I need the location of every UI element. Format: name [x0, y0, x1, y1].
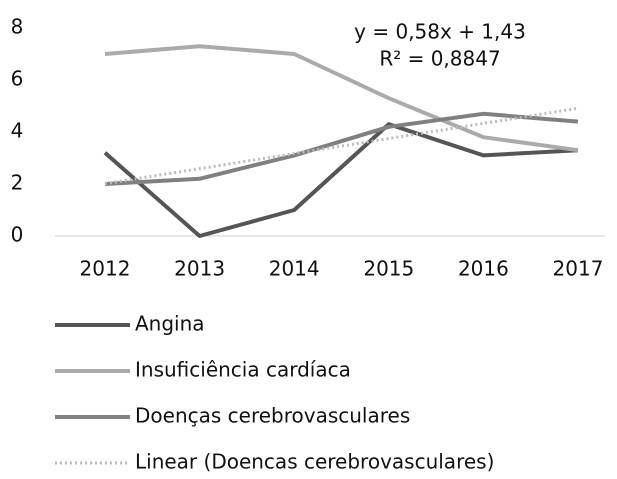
- x-tick-label: 2014: [269, 257, 320, 281]
- y-tick-label: 8: [11, 15, 24, 39]
- trend-equation: y = 0,58x + 1,43: [354, 20, 526, 44]
- y-tick-label: 0: [11, 223, 24, 247]
- x-tick-label: 2016: [458, 257, 509, 281]
- trend-r2: R² = 0,8847: [379, 47, 500, 71]
- legend-label: Linear (Doencas cerebrovasculares): [135, 450, 494, 474]
- y-tick-label: 4: [11, 119, 24, 143]
- series-line: [104, 111, 579, 186]
- y-tick-label: 6: [11, 67, 24, 91]
- series-line: [103, 122, 579, 238]
- x-tick-label: 2012: [80, 257, 131, 281]
- legend-label: Insuficiência cardíaca: [135, 358, 351, 382]
- x-tick-label: 2015: [363, 257, 414, 281]
- series-line: [104, 44, 579, 153]
- y-tick-label: 2: [11, 171, 24, 195]
- trend-line: [104, 106, 579, 186]
- x-tick-label: 2013: [174, 257, 225, 281]
- legend-label: Doenças cerebrovasculares: [135, 404, 410, 428]
- legend-label: Angina: [135, 312, 205, 336]
- x-tick-label: 2017: [553, 257, 604, 281]
